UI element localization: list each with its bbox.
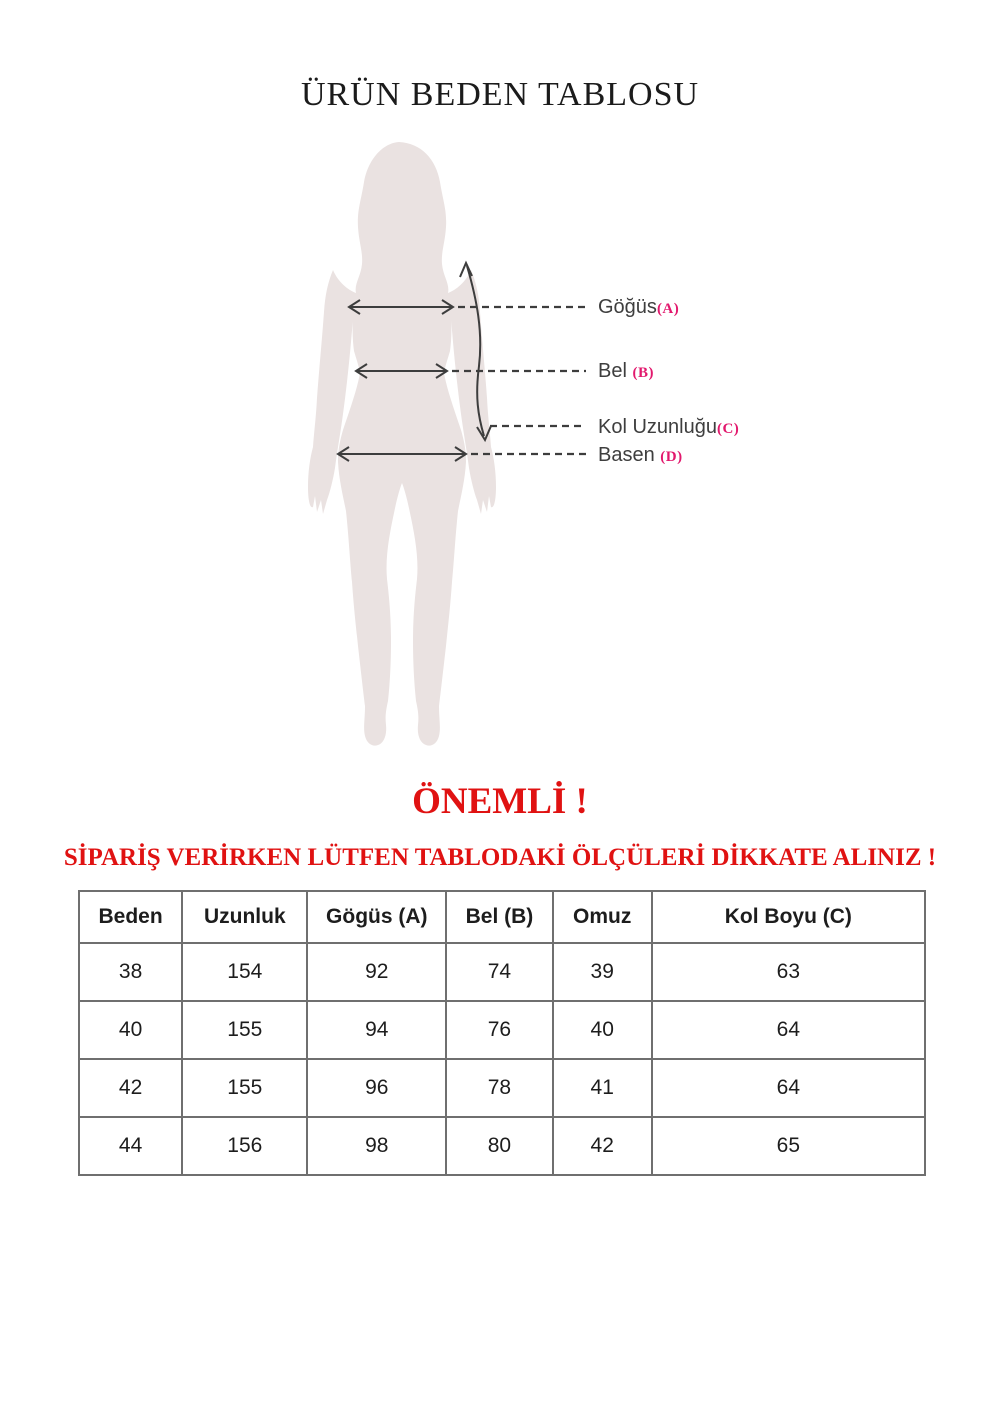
hip-width-arrow xyxy=(336,446,468,462)
cell-gogus: 98 xyxy=(306,1116,448,1176)
cell-kol: 64 xyxy=(650,1058,927,1118)
warning-text: SİPARİŞ VERİRKEN LÜTFEN TABLODAKİ ÖLÇÜLE… xyxy=(63,844,937,871)
cell-uzunluk: 156 xyxy=(181,1116,309,1176)
measure-label-kol-uzunlugu: Kol Uzunluğu(C) xyxy=(598,416,739,440)
cell-gogus: 92 xyxy=(306,942,448,1002)
cell-bel: 76 xyxy=(445,1000,554,1060)
measure-label-bel-text: Bel xyxy=(598,360,633,382)
size-table-header-row: Beden Uzunluk Gögüs (A) Bel (B) Omuz Kol… xyxy=(77,890,927,944)
col-header-bel: Bel (B) xyxy=(445,890,554,944)
cell-bel: 80 xyxy=(445,1116,554,1176)
cell-uzunluk: 155 xyxy=(181,1058,309,1118)
body-measurement-diagram xyxy=(308,142,586,746)
cell-beden: 40 xyxy=(77,1000,184,1060)
chest-width-arrow xyxy=(347,299,455,315)
cell-gogus: 94 xyxy=(306,1000,448,1060)
col-header-uzunluk: Uzunluk xyxy=(181,890,309,944)
table-row: 42 155 96 78 41 64 xyxy=(77,1058,927,1118)
cell-kol: 63 xyxy=(650,942,927,1002)
measure-label-bel: Bel (B) xyxy=(598,360,654,384)
arm-length-arrow xyxy=(459,260,492,443)
cell-bel: 78 xyxy=(445,1058,554,1118)
cell-omuz: 40 xyxy=(551,1000,653,1060)
page-title: ÜRÜN BEDEN TABLOSU xyxy=(300,76,700,113)
col-header-gogus: Gögüs (A) xyxy=(306,890,448,944)
table-row: 40 155 94 76 40 64 xyxy=(77,1000,927,1060)
cell-beden: 44 xyxy=(77,1116,184,1176)
cell-omuz: 42 xyxy=(551,1116,653,1176)
cell-beden: 42 xyxy=(77,1058,184,1118)
cell-gogus: 96 xyxy=(306,1058,448,1118)
table-row: 38 154 92 74 39 63 xyxy=(77,942,927,1002)
size-table: Beden Uzunluk Gögüs (A) Bel (B) Omuz Kol… xyxy=(77,890,927,1176)
measure-label-basen-text: Basen xyxy=(598,444,661,466)
measure-label-gogus-text: Göğüs xyxy=(598,296,657,318)
cell-beden: 38 xyxy=(77,942,184,1002)
table-row: 44 156 98 80 42 65 xyxy=(77,1116,927,1176)
cell-omuz: 39 xyxy=(551,942,653,1002)
measure-code-b: (B) xyxy=(632,365,654,381)
measure-label-basen: Basen (D) xyxy=(598,444,683,468)
col-header-omuz: Omuz xyxy=(551,890,653,944)
dashed-leader-lines xyxy=(452,305,586,456)
col-header-kol-boyu: Kol Boyu (C) xyxy=(650,890,927,944)
female-body-silhouette xyxy=(308,142,496,746)
measure-code-a: (A) xyxy=(656,301,680,317)
cell-kol: 65 xyxy=(650,1116,927,1176)
col-header-beden: Beden xyxy=(77,890,184,944)
measure-code-c: (C) xyxy=(716,421,740,437)
cell-omuz: 41 xyxy=(551,1058,653,1118)
measure-label-gogus: Göğüs(A) xyxy=(598,296,679,320)
important-heading: ÖNEMLİ ! xyxy=(412,781,588,822)
measure-code-d: (D) xyxy=(660,449,683,465)
cell-uzunluk: 154 xyxy=(181,942,309,1002)
cell-kol: 64 xyxy=(650,1000,927,1060)
waist-width-arrow xyxy=(354,363,449,379)
cell-uzunluk: 155 xyxy=(181,1000,309,1060)
measure-label-kol-text: Kol Uzunluğu xyxy=(598,416,717,438)
cell-bel: 74 xyxy=(445,942,554,1002)
